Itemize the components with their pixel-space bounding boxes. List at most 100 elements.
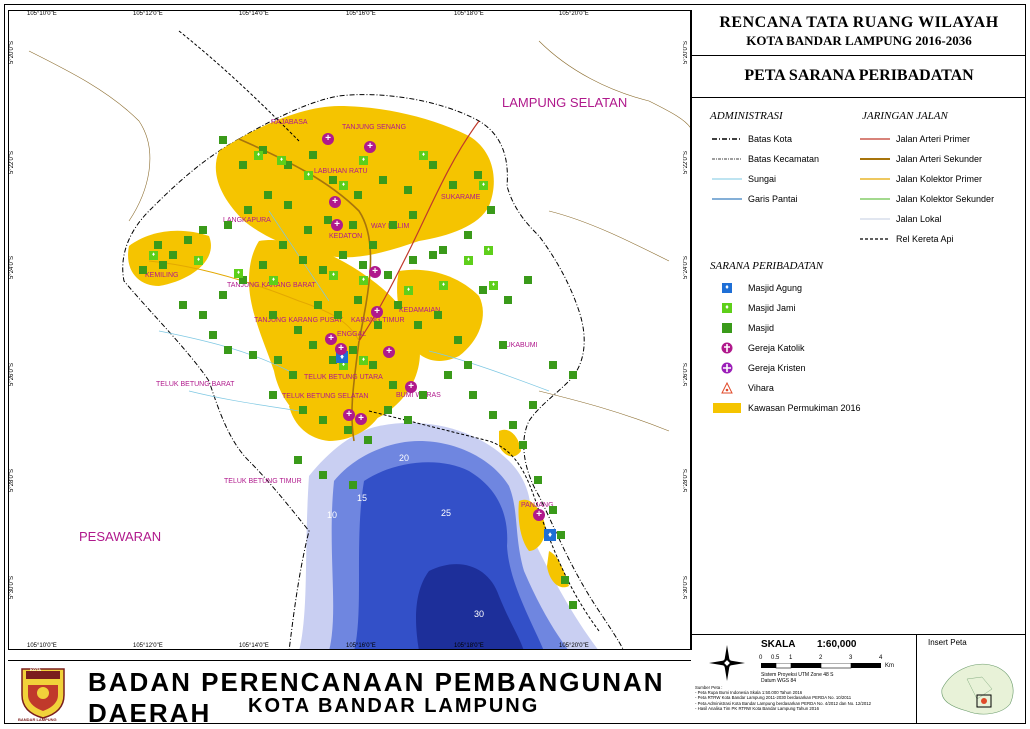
masjid-marker[interactable] xyxy=(519,441,527,449)
masjid-marker[interactable] xyxy=(429,251,437,259)
masjid-jami-marker[interactable]: ♦ xyxy=(277,156,286,165)
masjid-marker[interactable] xyxy=(464,231,472,239)
masjid-marker[interactable] xyxy=(274,356,282,364)
masjid-marker[interactable] xyxy=(154,241,162,249)
masjid-marker[interactable] xyxy=(499,341,507,349)
masjid-marker[interactable] xyxy=(339,251,347,259)
masjid-jami-marker[interactable]: ♦ xyxy=(254,151,263,160)
masjid-marker[interactable] xyxy=(289,371,297,379)
masjid-marker[interactable] xyxy=(184,236,192,244)
masjid-marker[interactable] xyxy=(314,301,322,309)
masjid-marker[interactable] xyxy=(474,171,482,179)
masjid-marker[interactable] xyxy=(534,476,542,484)
masjid-marker[interactable] xyxy=(524,276,532,284)
masjid-jami-marker[interactable]: ♦ xyxy=(404,286,413,295)
masjid-marker[interactable] xyxy=(239,276,247,284)
masjid-marker[interactable] xyxy=(259,146,267,154)
masjid-marker[interactable] xyxy=(569,601,577,609)
masjid-marker[interactable] xyxy=(344,426,352,434)
masjid-marker[interactable] xyxy=(384,406,392,414)
masjid-marker[interactable] xyxy=(239,161,247,169)
masjid-jami-marker[interactable]: ♦ xyxy=(439,281,448,290)
masjid-marker[interactable] xyxy=(414,321,422,329)
masjid-marker[interactable] xyxy=(324,216,332,224)
gereja-marker[interactable]: + xyxy=(383,346,395,358)
masjid-marker[interactable] xyxy=(294,456,302,464)
masjid-marker[interactable] xyxy=(364,436,372,444)
masjid-jami-marker[interactable]: ♦ xyxy=(339,361,348,370)
masjid-marker[interactable] xyxy=(224,221,232,229)
gereja-marker[interactable]: + xyxy=(405,381,417,393)
masjid-marker[interactable] xyxy=(249,351,257,359)
masjid-marker[interactable] xyxy=(454,336,462,344)
masjid-marker[interactable] xyxy=(349,221,357,229)
masjid-marker[interactable] xyxy=(549,361,557,369)
masjid-marker[interactable] xyxy=(199,226,207,234)
masjid-marker[interactable] xyxy=(379,176,387,184)
masjid-marker[interactable] xyxy=(434,311,442,319)
masjid-marker[interactable] xyxy=(334,311,342,319)
masjid-marker[interactable] xyxy=(329,356,337,364)
masjid-marker[interactable] xyxy=(369,241,377,249)
masjid-marker[interactable] xyxy=(299,406,307,414)
gereja-marker[interactable]: + xyxy=(322,133,334,145)
masjid-marker[interactable] xyxy=(369,361,377,369)
masjid-jami-marker[interactable]: ♦ xyxy=(479,181,488,190)
gereja-marker[interactable]: + xyxy=(335,343,347,355)
gereja-marker[interactable]: + xyxy=(369,266,381,278)
masjid-marker[interactable] xyxy=(529,401,537,409)
gereja-marker[interactable]: + xyxy=(331,219,343,231)
masjid-marker[interactable] xyxy=(449,181,457,189)
masjid-marker[interactable] xyxy=(389,381,397,389)
gereja-marker[interactable]: + xyxy=(364,141,376,153)
masjid-marker[interactable] xyxy=(219,136,227,144)
masjid-jami-marker[interactable]: ♦ xyxy=(234,269,243,278)
gereja-marker[interactable]: + xyxy=(355,413,367,425)
gereja-marker[interactable]: + xyxy=(343,409,355,421)
masjid-jami-marker[interactable]: ♦ xyxy=(329,271,338,280)
masjid-marker[interactable] xyxy=(319,471,327,479)
masjid-marker[interactable] xyxy=(487,206,495,214)
masjid-marker[interactable] xyxy=(319,416,327,424)
gereja-marker[interactable]: + xyxy=(325,333,337,345)
map-panel[interactable]: RAJABASA TANJUNG SENANG LABUHAN RATU SUK… xyxy=(8,10,691,650)
masjid-marker[interactable] xyxy=(354,191,362,199)
gereja-marker[interactable]: + xyxy=(533,509,545,521)
masjid-marker[interactable] xyxy=(557,531,565,539)
masjid-marker[interactable] xyxy=(429,161,437,169)
masjid-jami-marker[interactable]: ♦ xyxy=(489,281,498,290)
masjid-marker[interactable] xyxy=(224,346,232,354)
masjid-marker[interactable] xyxy=(569,371,577,379)
masjid-marker[interactable] xyxy=(319,266,327,274)
masjid-marker[interactable] xyxy=(279,241,287,249)
masjid-marker[interactable] xyxy=(349,346,357,354)
masjid-agung-marker[interactable]: ♦ xyxy=(544,529,556,541)
masjid-jami-marker[interactable]: ♦ xyxy=(194,256,203,265)
masjid-jami-marker[interactable]: ♦ xyxy=(419,151,428,160)
masjid-marker[interactable] xyxy=(169,251,177,259)
masjid-marker[interactable] xyxy=(504,296,512,304)
masjid-marker[interactable] xyxy=(284,161,292,169)
masjid-marker[interactable] xyxy=(469,391,477,399)
masjid-jami-marker[interactable]: ♦ xyxy=(269,276,278,285)
masjid-marker[interactable] xyxy=(549,506,557,514)
masjid-marker[interactable] xyxy=(259,261,267,269)
masjid-jami-marker[interactable]: ♦ xyxy=(359,156,368,165)
masjid-marker[interactable] xyxy=(269,311,277,319)
gereja-marker[interactable]: + xyxy=(371,306,383,318)
masjid-jami-marker[interactable]: ♦ xyxy=(464,256,473,265)
masjid-marker[interactable] xyxy=(479,286,487,294)
masjid-marker[interactable] xyxy=(159,261,167,269)
masjid-marker[interactable] xyxy=(444,371,452,379)
masjid-marker[interactable] xyxy=(284,201,292,209)
masjid-marker[interactable] xyxy=(294,326,302,334)
masjid-marker[interactable] xyxy=(264,191,272,199)
gereja-marker[interactable]: + xyxy=(329,196,341,208)
masjid-marker[interactable] xyxy=(404,416,412,424)
masjid-marker[interactable] xyxy=(299,256,307,264)
masjid-marker[interactable] xyxy=(349,481,357,489)
masjid-jami-marker[interactable]: ♦ xyxy=(339,181,348,190)
masjid-marker[interactable] xyxy=(409,211,417,219)
masjid-marker[interactable] xyxy=(209,331,217,339)
masjid-marker[interactable] xyxy=(464,361,472,369)
